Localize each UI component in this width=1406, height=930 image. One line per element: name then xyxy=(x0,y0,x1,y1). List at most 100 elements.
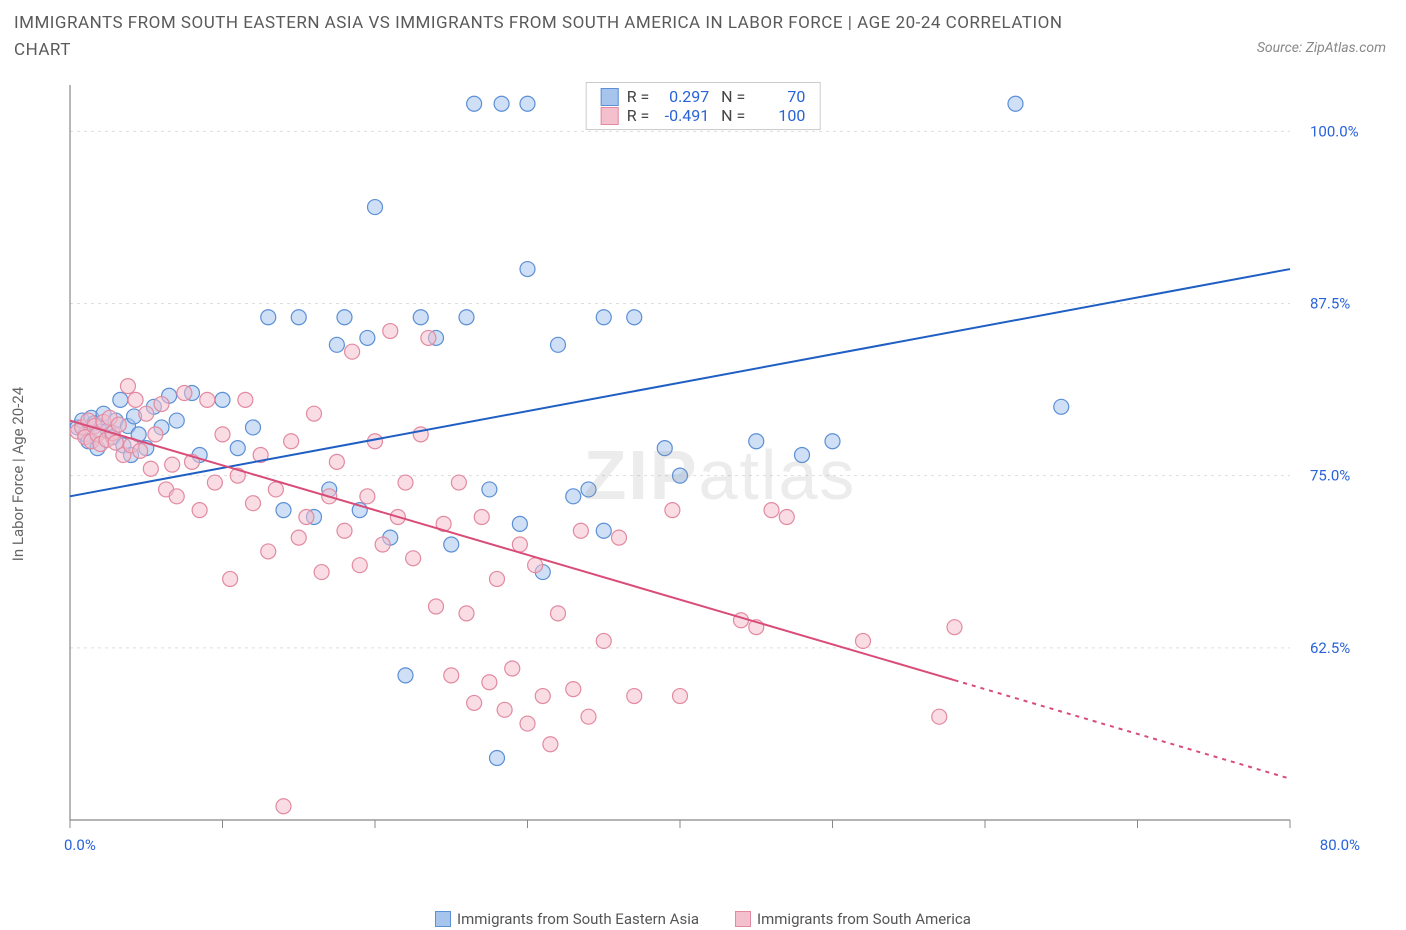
data-point xyxy=(345,344,360,359)
data-point xyxy=(444,537,459,552)
data-point xyxy=(520,96,535,111)
data-point xyxy=(128,392,143,407)
data-point xyxy=(467,695,482,710)
stats-legend-box: R = 0.297 N = 70R = -0.491 N = 100 xyxy=(586,82,821,130)
legend-item: Immigrants from South Eastern Asia xyxy=(435,910,699,928)
data-point xyxy=(596,633,611,648)
legend-item: Immigrants from South America xyxy=(735,910,971,928)
data-point xyxy=(581,709,596,724)
data-point xyxy=(268,482,283,497)
data-point xyxy=(1054,399,1069,414)
legend-swatch xyxy=(735,911,751,927)
data-point xyxy=(299,509,314,524)
data-point xyxy=(856,633,871,648)
data-point xyxy=(749,434,764,449)
data-point xyxy=(451,475,466,490)
source-name: ZipAtlas.com xyxy=(1306,40,1386,56)
data-point xyxy=(200,392,215,407)
data-point xyxy=(512,537,527,552)
data-point xyxy=(494,96,509,111)
data-point xyxy=(133,443,148,458)
source-attribution: Source: ZipAtlas.com xyxy=(1257,40,1386,56)
data-point xyxy=(238,392,253,407)
data-point xyxy=(482,482,497,497)
data-point xyxy=(520,262,535,277)
data-point xyxy=(284,434,299,449)
data-point xyxy=(779,509,794,524)
data-point xyxy=(113,392,128,407)
data-point xyxy=(490,571,505,586)
stats-row: R = -0.491 N = 100 xyxy=(601,106,806,125)
data-point xyxy=(665,503,680,518)
data-point xyxy=(581,482,596,497)
stat-r-value: -0.491 xyxy=(653,106,709,125)
data-point xyxy=(825,434,840,449)
stat-n-label: N = xyxy=(721,87,749,106)
data-point xyxy=(459,310,474,325)
data-point xyxy=(490,751,505,766)
legend-label: Immigrants from South Eastern Asia xyxy=(457,910,699,928)
data-point xyxy=(215,392,230,407)
y-tick-label: 87.5% xyxy=(1310,294,1350,312)
source-prefix: Source: xyxy=(1257,40,1306,56)
data-point xyxy=(612,530,627,545)
data-point xyxy=(673,689,688,704)
data-point xyxy=(169,489,184,504)
data-point xyxy=(246,496,261,511)
stat-n-label: N = xyxy=(721,106,749,125)
data-point xyxy=(261,310,276,325)
data-point xyxy=(421,330,436,345)
data-point xyxy=(276,799,291,814)
data-point xyxy=(148,427,163,442)
data-point xyxy=(413,310,428,325)
data-point xyxy=(169,413,184,428)
data-point xyxy=(444,668,459,683)
stat-n-value: 70 xyxy=(749,87,805,106)
scatter-chart: 62.5%75.0%87.5%100.0%0.0%80.0% xyxy=(60,80,1380,870)
data-point xyxy=(566,489,581,504)
stat-r-label: R = xyxy=(627,106,654,125)
data-point xyxy=(177,386,192,401)
data-point xyxy=(120,379,135,394)
data-point xyxy=(551,337,566,352)
data-point xyxy=(246,420,261,435)
stat-n-value: 100 xyxy=(749,106,805,125)
data-point xyxy=(383,324,398,339)
data-point xyxy=(543,737,558,752)
trend-line-dashed xyxy=(955,680,1291,778)
data-point xyxy=(482,675,497,690)
data-point xyxy=(566,682,581,697)
data-point xyxy=(337,523,352,538)
y-tick-label: 62.5% xyxy=(1310,639,1350,657)
x-tick-label: 80.0% xyxy=(1320,836,1360,854)
data-point xyxy=(512,516,527,531)
data-point xyxy=(307,406,322,421)
data-point xyxy=(551,606,566,621)
data-point xyxy=(337,310,352,325)
data-point xyxy=(329,454,344,469)
series-swatch xyxy=(601,88,619,106)
series-swatch xyxy=(601,107,619,125)
data-point xyxy=(360,489,375,504)
data-point xyxy=(375,537,390,552)
data-point xyxy=(368,200,383,215)
data-point xyxy=(932,709,947,724)
data-point xyxy=(459,606,474,621)
chart-area: 62.5%75.0%87.5%100.0%0.0%80.0% ZIPatlas xyxy=(60,80,1380,870)
data-point xyxy=(223,571,238,586)
data-point xyxy=(329,337,344,352)
data-point xyxy=(1008,96,1023,111)
data-point xyxy=(429,599,444,614)
data-point xyxy=(627,689,642,704)
data-point xyxy=(947,620,962,635)
legend-swatch xyxy=(435,911,451,927)
data-point xyxy=(596,523,611,538)
stat-r-label: R = xyxy=(627,87,654,106)
data-point xyxy=(627,310,642,325)
stat-r-value: 0.297 xyxy=(653,87,709,106)
data-point xyxy=(535,689,550,704)
data-point xyxy=(314,565,329,580)
data-point xyxy=(795,448,810,463)
data-point xyxy=(352,558,367,573)
data-point xyxy=(111,417,126,432)
